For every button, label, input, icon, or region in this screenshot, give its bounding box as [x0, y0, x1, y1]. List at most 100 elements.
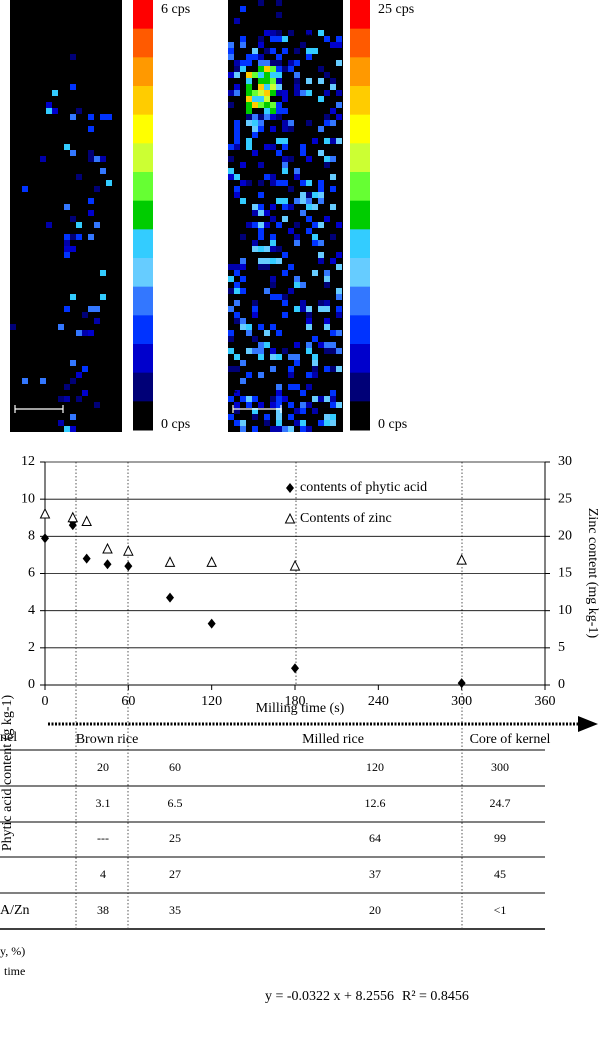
map-pixel — [294, 408, 300, 414]
map-pixel — [270, 108, 276, 114]
map-pixel — [246, 54, 252, 60]
legend-label: Contents of zinc — [300, 511, 392, 526]
map-pixel — [70, 150, 76, 156]
map-pixel — [294, 240, 300, 246]
map-pixel — [294, 420, 300, 426]
map-pixel — [64, 384, 70, 390]
map-pixel — [324, 36, 330, 42]
cell: <1 — [494, 903, 507, 917]
cell: 300 — [491, 760, 509, 774]
map-pixel — [318, 306, 324, 312]
colorbar-cell — [350, 28, 370, 58]
map-pixel — [318, 192, 324, 198]
map-pixel — [276, 66, 282, 72]
map-pixel — [64, 240, 70, 246]
map-pixel — [306, 198, 312, 204]
map-pixel — [270, 276, 276, 282]
map-pixel — [336, 252, 342, 258]
point — [207, 618, 216, 629]
map-pixel — [324, 420, 330, 426]
map-pixel — [264, 102, 270, 108]
map-pixel — [258, 72, 264, 78]
map-pixel — [276, 54, 282, 60]
map-pixel — [270, 78, 276, 84]
map-pixel — [270, 72, 276, 78]
map-pixel — [276, 402, 282, 408]
element-label: Zn — [298, 30, 313, 44]
map-pixel — [282, 216, 288, 222]
colorbar-cell — [350, 229, 370, 259]
map-pixel — [288, 186, 294, 192]
map-pixel — [270, 258, 276, 264]
scale-min: 0 cps — [161, 417, 190, 432]
cell: 45 — [494, 867, 506, 881]
map-pixel — [318, 96, 324, 102]
map-pixel — [246, 72, 252, 78]
element-label: P — [93, 37, 101, 51]
map-pixel — [330, 78, 336, 84]
map-pixel — [294, 168, 300, 174]
map-pixel — [246, 138, 252, 144]
x-tick-label: 300 — [451, 694, 472, 709]
map-pixel — [270, 90, 276, 96]
map-pixel — [258, 102, 264, 108]
map-pixel — [234, 288, 240, 294]
map-pixel — [336, 60, 342, 66]
map-pixel — [234, 18, 240, 24]
map-pixel — [282, 426, 288, 432]
point — [457, 678, 466, 689]
map-pixel — [264, 264, 270, 270]
map-pixel — [294, 384, 300, 390]
map-pixel — [294, 234, 300, 240]
map-pixel — [282, 36, 288, 42]
y-tick-label: 8 — [28, 529, 35, 544]
map-pixel — [88, 114, 94, 120]
map-pixel — [330, 348, 336, 354]
map-pixel — [240, 258, 246, 264]
map-pixel — [46, 222, 52, 228]
arrow-head — [578, 716, 598, 732]
map-pixel — [258, 162, 264, 168]
map-pixel — [258, 96, 264, 102]
colorbar-cell — [133, 200, 153, 230]
map-pixel — [100, 156, 106, 162]
cell: --- — [97, 831, 109, 845]
map-pixel — [228, 144, 234, 150]
y2-tick-label: 5 — [558, 640, 565, 655]
map-pixel — [70, 216, 76, 222]
map-pixel — [252, 126, 258, 132]
map-pixel — [228, 42, 234, 48]
y2-tick-label: 30 — [558, 454, 572, 469]
map-pixel — [324, 348, 330, 354]
map-pixel — [252, 204, 258, 210]
map-pixel — [300, 300, 306, 306]
map-pixel — [336, 36, 342, 42]
map-pixel — [228, 336, 234, 342]
table-corner: nel — [0, 730, 17, 745]
map-pixel — [270, 144, 276, 150]
map-pixel — [264, 84, 270, 90]
map-pixel — [276, 246, 282, 252]
map-pixel — [246, 90, 252, 96]
map-pixel — [234, 318, 240, 324]
colorbar-cell — [350, 315, 370, 345]
map-pixel — [276, 84, 282, 90]
map-pixel — [264, 414, 270, 420]
map-pixel — [336, 348, 342, 354]
map-pixel — [70, 246, 76, 252]
map-pixel — [270, 246, 276, 252]
point — [67, 511, 79, 523]
map-pixel — [82, 312, 88, 318]
map-pixel — [246, 396, 252, 402]
cell: 6.5 — [168, 796, 183, 810]
map-pixel — [94, 156, 100, 162]
map-pixel — [324, 318, 330, 324]
map-pixel — [306, 90, 312, 96]
y2-tick-label: 20 — [558, 529, 572, 544]
map-pixel — [88, 330, 94, 336]
row-label: A/Zn — [0, 903, 30, 918]
map-pixel — [300, 420, 306, 426]
map-pixel — [306, 30, 312, 36]
cell: 3.1 — [96, 796, 111, 810]
map-pixel — [240, 60, 246, 66]
